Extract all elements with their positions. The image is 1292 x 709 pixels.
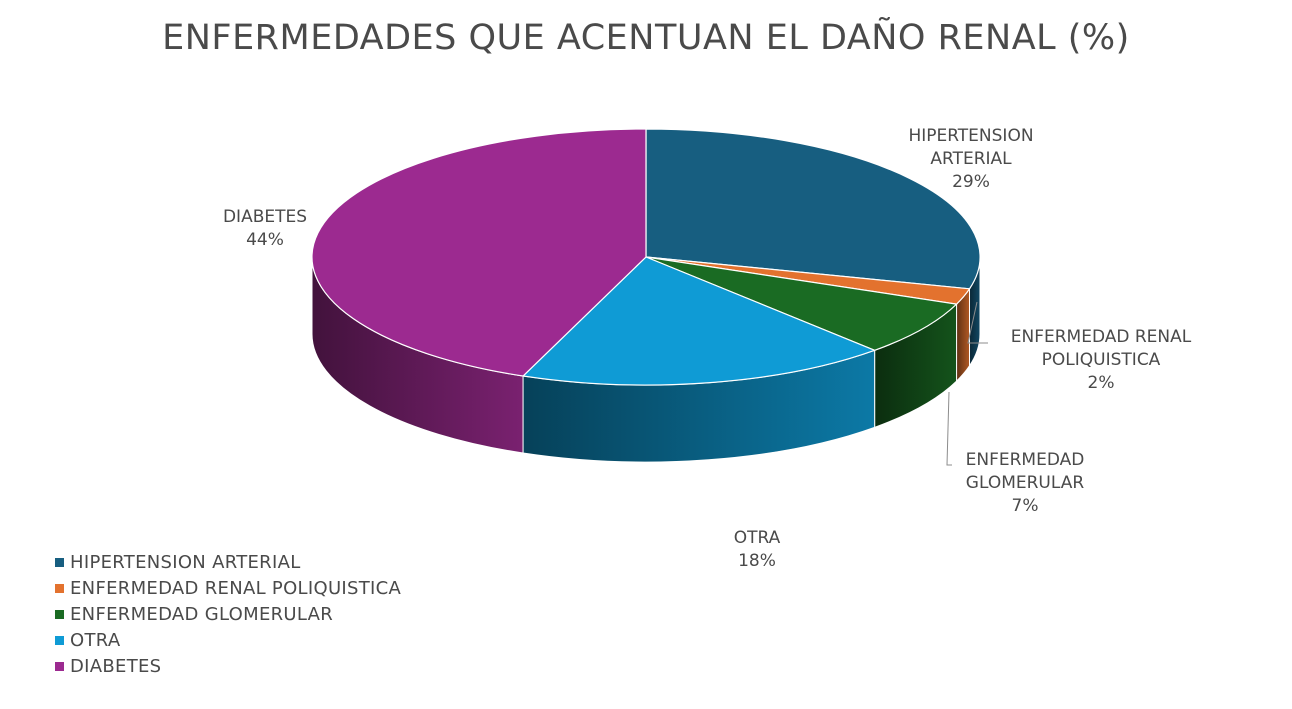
legend-swatch bbox=[55, 583, 64, 593]
legend-label: HIPERTENSION ARTERIAL bbox=[70, 551, 301, 573]
legend-label: ENFERMEDAD GLOMERULAR bbox=[70, 603, 334, 625]
data-label-value: 44% bbox=[246, 230, 284, 250]
legend-label: DIABETES bbox=[70, 655, 162, 677]
legend-swatch bbox=[55, 661, 64, 671]
legend: HIPERTENSION ARTERIAL ENFERMEDAD RENAL PO… bbox=[55, 549, 401, 679]
data-label-name: POLIQUISTICA bbox=[1042, 350, 1161, 370]
legend-item-diabetes: DIABETES bbox=[55, 653, 401, 679]
data-label-enfermedad-renal-poliquistica: ENFERMEDAD RENAL POLIQUISTICA 2% bbox=[1011, 327, 1192, 393]
legend-label: ENFERMEDAD RENAL POLIQUISTICA bbox=[70, 577, 402, 599]
data-label-value: 18% bbox=[738, 551, 776, 571]
pie-slice-enfermedad-glomerular bbox=[645, 256, 958, 351]
chart-title: ENFERMEDADES QUE ACENTUAN EL DAÑO RENAL … bbox=[162, 18, 1130, 58]
data-label-name: ENFERMEDAD RENAL bbox=[1011, 327, 1192, 347]
data-label-name: OTRA bbox=[734, 528, 781, 548]
pie-slice-otra bbox=[521, 256, 877, 386]
data-label-value: 29% bbox=[952, 172, 990, 192]
pie-slice-diabetes bbox=[311, 128, 647, 377]
data-label-otra: OTRA 18% bbox=[734, 528, 781, 571]
legend-item-enfermedad-glomerular: ENFERMEDAD GLOMERULAR bbox=[55, 601, 401, 627]
leader-line-enfermedad-renal-poliquistica bbox=[967, 301, 988, 344]
data-label-name: ARTERIAL bbox=[930, 149, 1012, 169]
leader-line-enfermedad-glomerular bbox=[946, 391, 952, 466]
pie-slices bbox=[311, 128, 981, 386]
legend-item-otra: OTRA bbox=[55, 627, 401, 653]
data-label-value: 7% bbox=[1012, 496, 1039, 516]
data-label-hipertension-arterial: HIPERTENSION ARTERIAL 29% bbox=[908, 126, 1033, 192]
legend-item-hipertension-arterial: HIPERTENSION ARTERIAL bbox=[55, 549, 401, 575]
data-label-diabetes: DIABETES 44% bbox=[223, 207, 307, 250]
data-label-value: 2% bbox=[1088, 373, 1115, 393]
pie-slice-hipertension-arterial bbox=[645, 128, 981, 290]
data-label-name: GLOMERULAR bbox=[966, 473, 1085, 493]
data-label-name: ENFERMEDAD bbox=[966, 450, 1085, 470]
data-label-enfermedad-glomerular: ENFERMEDAD GLOMERULAR 7% bbox=[966, 450, 1085, 516]
data-label-name: DIABETES bbox=[223, 207, 307, 227]
data-label-name: HIPERTENSION bbox=[908, 126, 1033, 146]
pie-sides bbox=[311, 256, 981, 463]
legend-swatch bbox=[55, 609, 64, 619]
legend-label: OTRA bbox=[70, 629, 121, 651]
legend-swatch bbox=[55, 557, 64, 567]
legend-swatch bbox=[55, 635, 64, 645]
legend-item-enfermedad-renal-poliquistica: ENFERMEDAD RENAL POLIQUISTICA bbox=[55, 575, 401, 601]
